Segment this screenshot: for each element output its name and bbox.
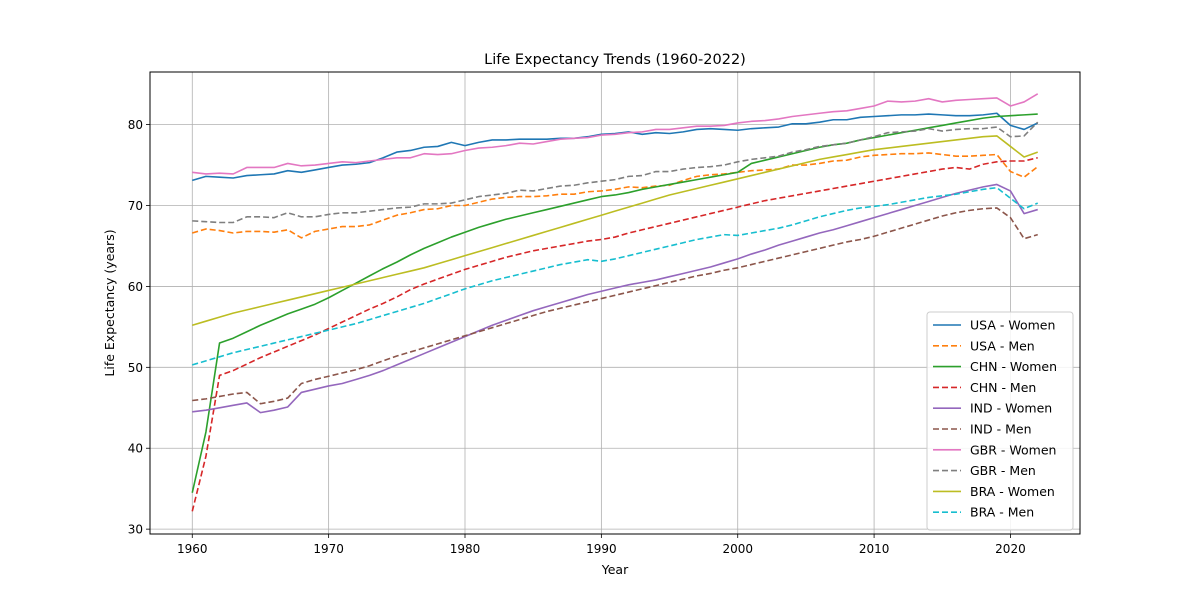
plot-frame (149, 71, 1081, 535)
y-tick-label: 70 (128, 199, 143, 213)
series-lines (191, 93, 1039, 512)
y-tick-label: 30 (128, 523, 143, 537)
legend-label: USA - Women (970, 318, 1055, 333)
series-line-gbr-men (192, 121, 1039, 224)
legend-label: USA - Men (970, 338, 1035, 353)
legend-label: BRA - Women (970, 484, 1055, 499)
y-tick-label: 60 (128, 280, 143, 294)
x-tick-label: 1970 (313, 542, 344, 556)
series-line-usa-women (192, 112, 1039, 182)
series-line-bra-men (192, 186, 1039, 366)
x-tick-label: 1960 (177, 542, 208, 556)
x-tick-label: 1990 (586, 542, 617, 556)
series-line-chn-women (191, 113, 1038, 493)
x-axis-label: Year (601, 562, 629, 577)
series-line-ind-men (192, 207, 1038, 405)
legend-label: IND - Men (970, 422, 1032, 437)
chart-title: Life Expectancy Trends (1960-2022) (484, 52, 746, 68)
legend: USA - Women USA - Men CHN - Women CHN - Men… (926, 311, 1074, 531)
legend-label: GBR - Men (970, 463, 1036, 478)
y-tick-label: 80 (128, 118, 143, 132)
series-line-gbr-women (192, 93, 1039, 175)
x-tick-label: 1980 (450, 542, 481, 556)
grid-lines (150, 72, 1080, 534)
legend-label: IND - Women (970, 401, 1052, 416)
series-line-chn-men (191, 156, 1038, 512)
x-tick-label: 2000 (722, 542, 753, 556)
series-line-usa-men (192, 152, 1039, 239)
legend-label: GBR - Women (970, 442, 1056, 457)
legend-label: BRA - Men (970, 505, 1034, 520)
legend-box (926, 311, 1074, 531)
y-axis-label: Life Expectancy (years) (102, 229, 117, 376)
legend-label: CHN - Women (970, 359, 1057, 374)
x-tick-label: 2020 (995, 542, 1026, 556)
legend-label: CHN - Men (970, 380, 1036, 395)
series-line-bra-women (192, 135, 1038, 327)
x-tick-label: 2010 (859, 542, 890, 556)
axis-ticks: 1960 1970 1980 1990 2000 2010 2020 30 40 50 60 70 80 (128, 118, 1026, 556)
series-line-ind-women (192, 183, 1038, 414)
y-tick-label: 40 (128, 442, 143, 456)
y-tick-label: 50 (128, 361, 143, 375)
